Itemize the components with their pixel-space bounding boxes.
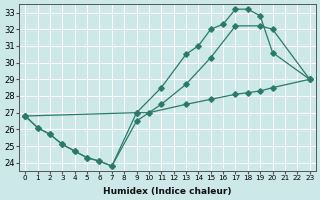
- X-axis label: Humidex (Indice chaleur): Humidex (Indice chaleur): [103, 187, 232, 196]
